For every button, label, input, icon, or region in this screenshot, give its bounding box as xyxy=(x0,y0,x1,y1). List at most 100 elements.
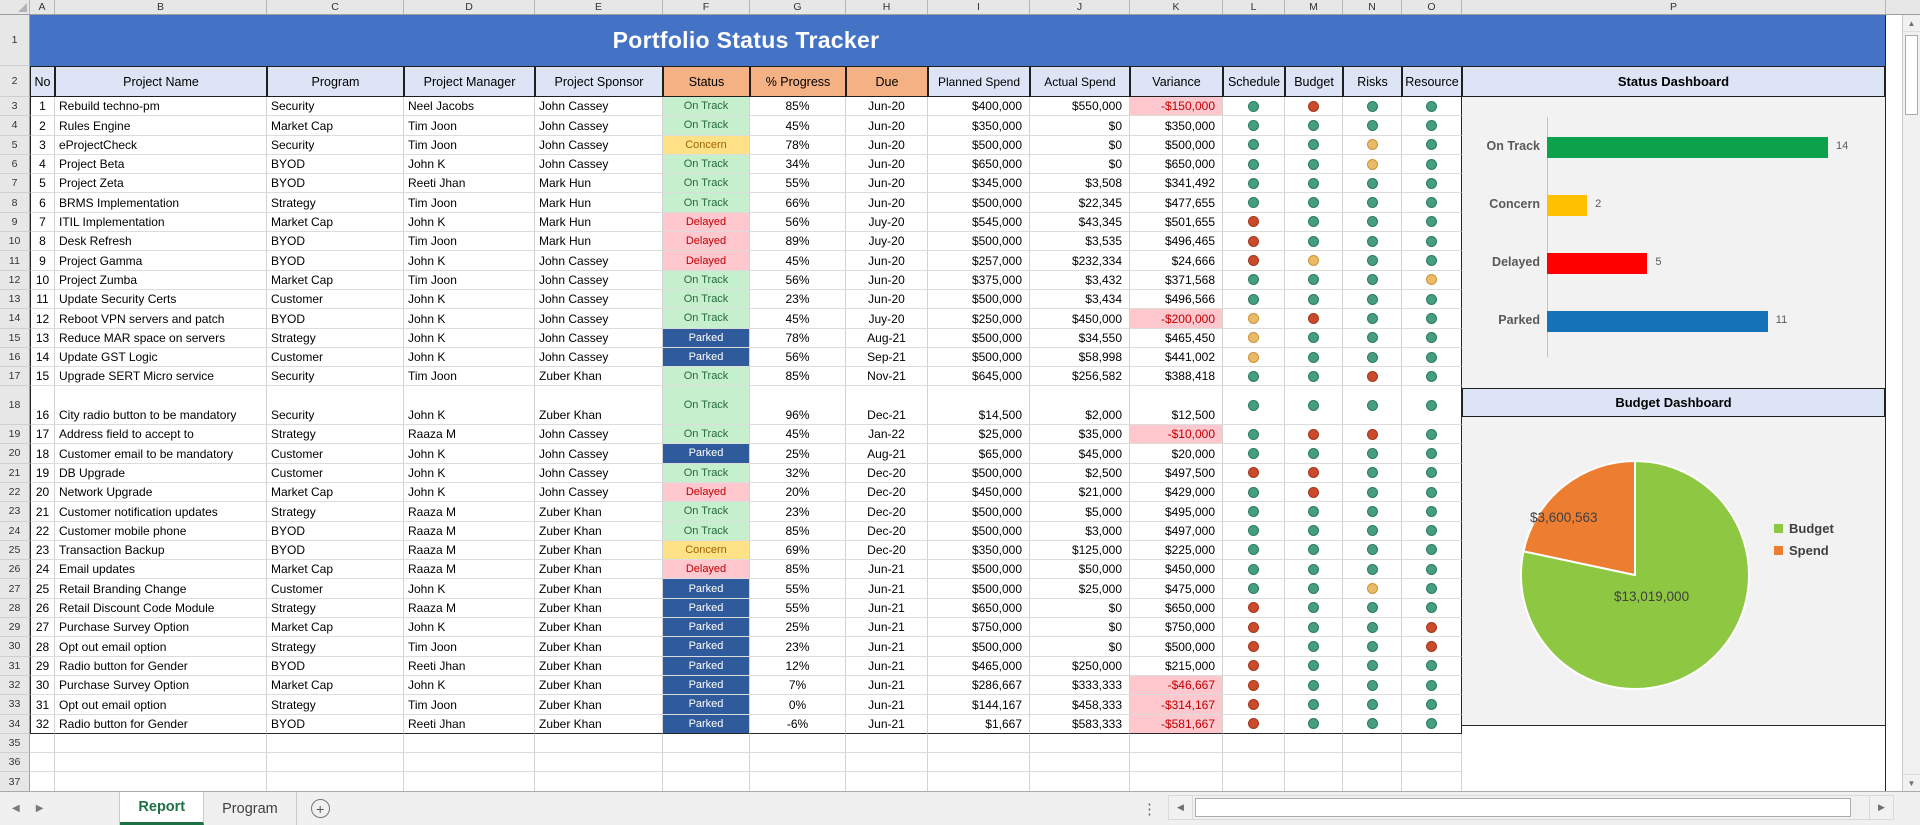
row-header-20[interactable]: 20 xyxy=(0,444,30,464)
empty-cell[interactable] xyxy=(535,772,663,791)
cell-program[interactable]: BYOD xyxy=(267,174,404,194)
cell-risks-dot[interactable] xyxy=(1343,309,1402,329)
cell-status[interactable]: Concern xyxy=(663,135,750,155)
column-title-progress[interactable]: % Progress xyxy=(750,66,846,97)
cell-project-name[interactable]: Customer notification updates xyxy=(55,502,267,522)
cell-project-name[interactable]: Upgrade SERT Micro service xyxy=(55,367,267,387)
cell-status[interactable]: Parked xyxy=(663,347,750,368)
cell-project-manager[interactable]: John K xyxy=(404,328,535,348)
tab-bar-divider-icon[interactable]: ⋮ xyxy=(1142,801,1157,818)
column-title-risks-dot[interactable]: Risks xyxy=(1343,66,1402,97)
cell-status[interactable]: Parked xyxy=(663,656,750,676)
cell-project-name[interactable]: Project Beta xyxy=(55,154,267,175)
cell-due[interactable]: Dec-21 xyxy=(846,386,928,426)
cell-project-sponsor[interactable]: Zuber Khan xyxy=(535,618,663,638)
cell-actual-spend[interactable]: $2,000 xyxy=(1030,386,1130,426)
cell-planned-spend[interactable]: $650,000 xyxy=(928,154,1030,175)
column-header-D[interactable]: D xyxy=(404,0,535,14)
cell-no[interactable]: 14 xyxy=(30,347,55,368)
empty-cell[interactable] xyxy=(663,753,750,773)
cell-schedule-dot[interactable] xyxy=(1223,444,1285,464)
cell-progress[interactable]: 0% xyxy=(750,695,846,715)
column-title-project-name[interactable]: Project Name xyxy=(55,66,267,97)
cell-actual-spend[interactable]: $50,000 xyxy=(1030,560,1130,580)
cell-risks-dot[interactable] xyxy=(1343,637,1402,657)
empty-cell[interactable] xyxy=(1130,772,1223,791)
scroll-up-arrow-icon[interactable]: ▲ xyxy=(1903,15,1920,32)
column-header-G[interactable]: G xyxy=(750,0,846,14)
cell-project-sponsor[interactable]: John Cassey xyxy=(535,444,663,464)
cell-schedule-dot[interactable] xyxy=(1223,502,1285,522)
cell-project-sponsor[interactable]: John Cassey xyxy=(535,97,663,117)
cell-variance[interactable]: $477,655 xyxy=(1130,193,1223,213)
cell-progress[interactable]: 85% xyxy=(750,521,846,541)
column-header-J[interactable]: J xyxy=(1030,0,1130,14)
cell-actual-spend[interactable]: $58,998 xyxy=(1030,347,1130,368)
cell-risks-dot[interactable] xyxy=(1343,463,1402,483)
cell-resource-dot[interactable] xyxy=(1402,232,1462,252)
empty-cell[interactable] xyxy=(928,753,1030,773)
row-header-15[interactable]: 15 xyxy=(0,328,30,348)
row-header-19[interactable]: 19 xyxy=(0,425,30,445)
row-header-1[interactable]: 1 xyxy=(0,15,30,66)
cell-planned-spend[interactable]: $500,000 xyxy=(928,328,1030,348)
cell-project-sponsor[interactable]: Zuber Khan xyxy=(535,386,663,426)
cell-project-name[interactable]: Opt out email option xyxy=(55,637,267,657)
cell-program[interactable]: BYOD xyxy=(267,714,404,734)
cell-actual-spend[interactable]: $2,500 xyxy=(1030,463,1130,483)
cell-resource-dot[interactable] xyxy=(1402,675,1462,696)
cell-project-sponsor[interactable]: John Cassey xyxy=(535,289,663,310)
cell-progress[interactable]: 66% xyxy=(750,193,846,213)
empty-cell[interactable] xyxy=(663,733,750,754)
cell-program[interactable]: Strategy xyxy=(267,598,404,619)
empty-cell[interactable] xyxy=(1223,733,1285,754)
cell-due[interactable]: Juy-20 xyxy=(846,212,928,233)
cell-actual-spend[interactable]: $0 xyxy=(1030,154,1130,175)
cell-program[interactable]: BYOD xyxy=(267,251,404,271)
cell-no[interactable]: 24 xyxy=(30,560,55,580)
cell-budget-dot[interactable] xyxy=(1285,232,1343,252)
cell-project-name[interactable]: Project Zumba xyxy=(55,270,267,290)
cell-project-manager[interactable]: John K xyxy=(404,463,535,483)
cell-variance[interactable]: $371,568 xyxy=(1130,270,1223,290)
cell-no[interactable]: 7 xyxy=(30,212,55,233)
cell-actual-spend[interactable]: $256,582 xyxy=(1030,367,1130,387)
cell-budget-dot[interactable] xyxy=(1285,482,1343,503)
row-header-24[interactable]: 24 xyxy=(0,521,30,541)
prev-sheet-arrow-icon[interactable]: ◀ xyxy=(12,803,20,814)
cell-program[interactable]: Market Cap xyxy=(267,560,404,580)
cell-schedule-dot[interactable] xyxy=(1223,212,1285,233)
empty-cell[interactable] xyxy=(404,772,535,791)
column-header-K[interactable]: K xyxy=(1130,0,1223,14)
cell-schedule-dot[interactable] xyxy=(1223,174,1285,194)
cell-planned-spend[interactable]: $500,000 xyxy=(928,521,1030,541)
cell-due[interactable]: Aug-21 xyxy=(846,444,928,464)
cell-project-manager[interactable]: John K xyxy=(404,579,535,599)
empty-cell[interactable] xyxy=(267,772,404,791)
row-header-6[interactable]: 6 xyxy=(0,154,30,175)
empty-cell[interactable] xyxy=(846,772,928,791)
empty-cell[interactable] xyxy=(55,772,267,791)
row-header-8[interactable]: 8 xyxy=(0,193,30,213)
cell-actual-spend[interactable]: $0 xyxy=(1030,637,1130,657)
cell-program[interactable]: Customer xyxy=(267,289,404,310)
cell-variance[interactable]: $500,000 xyxy=(1130,135,1223,155)
cell-program[interactable]: Strategy xyxy=(267,193,404,213)
cell-program[interactable]: Security xyxy=(267,367,404,387)
empty-cell[interactable] xyxy=(750,772,846,791)
cell-schedule-dot[interactable] xyxy=(1223,135,1285,155)
cell-no[interactable]: 8 xyxy=(30,232,55,252)
cell-risks-dot[interactable] xyxy=(1343,521,1402,541)
cell-project-sponsor[interactable]: John Cassey xyxy=(535,328,663,348)
empty-cell[interactable] xyxy=(1130,753,1223,773)
empty-cell[interactable] xyxy=(1285,733,1343,754)
column-title-budget-dot[interactable]: Budget xyxy=(1285,66,1343,97)
cell-schedule-dot[interactable] xyxy=(1223,193,1285,213)
cell-variance[interactable]: $225,000 xyxy=(1130,540,1223,561)
cell-schedule-dot[interactable] xyxy=(1223,463,1285,483)
cell-no[interactable]: 11 xyxy=(30,289,55,310)
cell-resource-dot[interactable] xyxy=(1402,386,1462,426)
cell-schedule-dot[interactable] xyxy=(1223,482,1285,503)
column-header-F[interactable]: F xyxy=(663,0,750,14)
cell-due[interactable]: Jun-20 xyxy=(846,289,928,310)
